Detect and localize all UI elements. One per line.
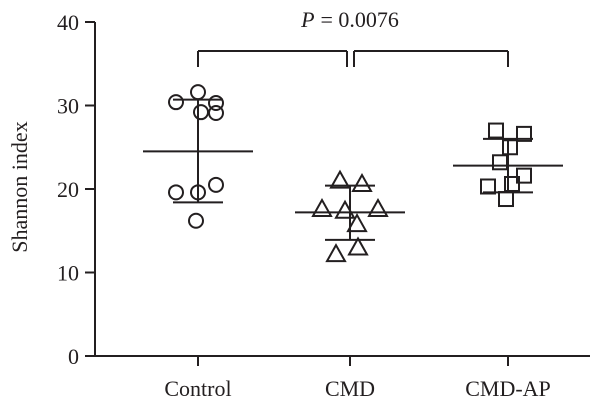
triangle-point-2-3 [311,198,333,218]
p-value-annotation: P = 0.0076 [300,7,399,32]
triangle-point-2-2 [351,172,373,192]
circle-point-1-3 [208,94,224,111]
circle-point-1-8 [190,184,206,201]
triangle-point-2-7 [347,236,369,256]
p-symbol: P [300,7,314,32]
square-point-3-3 [502,139,518,156]
square-point-3-8 [498,191,514,208]
circle-point-1-4 [208,105,224,122]
y-ticks: 0 10 20 30 40 [57,10,95,369]
square-point-3-6 [504,175,520,192]
p-value: = 0.0076 [321,7,399,32]
y-tick-label-0: 0 [68,344,79,369]
y-tick-label-10: 10 [57,261,79,286]
circle-point-1-2 [168,94,184,111]
circle-point-1-5 [193,104,209,121]
y-tick-label-40: 40 [57,10,79,35]
x-category-label-1: Control [164,376,231,401]
x-category-label-2: CMD [325,376,375,401]
y-tick-label-20: 20 [57,177,79,202]
triangle-point-2-4 [367,198,389,218]
triangle-point-2-6 [346,213,368,233]
y-tick-label-30: 30 [57,94,79,119]
y-axis-title: Shannon index [7,121,32,252]
circle-point-1-7 [168,184,184,201]
circle-point-1-9 [188,212,204,229]
significance-bracket [197,50,509,67]
square-point-3-2 [516,125,532,142]
square-point-3-7 [480,178,496,195]
triangle-point-2-8 [325,243,347,263]
square-point-3-4 [492,154,508,171]
circle-point-1-6 [208,176,224,193]
square-point-3-1 [488,122,504,139]
triangle-point-2-1 [329,169,351,189]
square-point-3-5 [516,167,532,184]
x-category-label-3: CMD-AP [465,376,551,401]
triangle-point-2-5 [334,199,356,219]
data-points [168,84,532,263]
x-category-labels: Control CMD CMD-AP [164,376,550,401]
circle-point-1-1 [190,84,206,101]
